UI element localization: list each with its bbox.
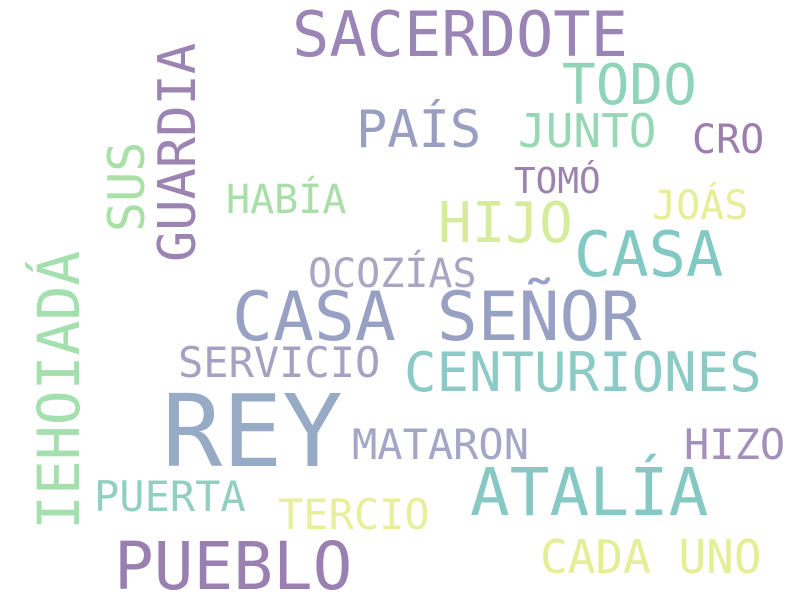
word-hijo: HIJO [438,191,573,256]
word-pais: PAÍS [356,100,482,160]
word-junto: JUNTO [518,104,657,158]
word-mataron: MATARON [352,420,530,469]
word-joas: JOÁS [652,183,749,229]
word-ocozias: OCOZÍAS [308,251,477,297]
word-atalia: ATALÍA [470,454,709,531]
word-iehoiada: IEHOIADÁ [25,250,93,530]
word-todo: TODO [562,53,697,118]
word-centuriones: CENTURIONES [404,341,762,404]
word-casa-senor: CASA SEÑOR [232,278,642,357]
word-casa: CASA [574,218,724,291]
word-cro: CRO [692,117,765,163]
word-pueblo: PUEBLO [114,528,353,605]
word-rey: REY [162,373,343,490]
word-guardia: GUARDIA [148,42,208,262]
word-tomo: TOMÓ [514,161,601,202]
word-hizo: HIZO [684,420,786,469]
word-sus: SUS [98,141,156,232]
word-cada-uno: CADA UNO [540,530,762,584]
word-sacerdote: SACERDOTE [292,0,628,71]
word-tercio: TERCIO [278,490,430,539]
word-habia: HABÍA [226,177,347,223]
word-puerta: PUERTA [94,472,246,521]
word-servicio: SERVICIO [178,338,381,387]
